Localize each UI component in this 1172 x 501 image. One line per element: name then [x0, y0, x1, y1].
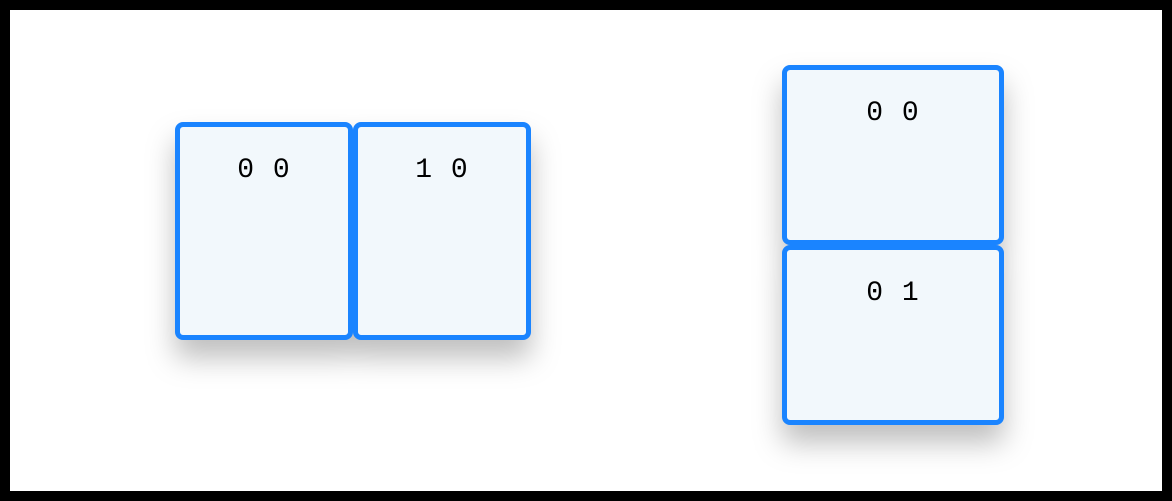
- grid-box-label: 0 0: [237, 155, 290, 186]
- grid-box-label: 1 0: [415, 155, 468, 186]
- grid-box-label: 0 0: [866, 98, 919, 129]
- horizontal-group: 0 0 1 0: [175, 122, 531, 340]
- vertical-group: 0 0 0 1: [782, 65, 1004, 425]
- grid-box: 1 0: [353, 122, 531, 340]
- grid-box-label: 0 1: [866, 278, 919, 309]
- grid-box: 0 1: [782, 245, 1004, 425]
- grid-box: 0 0: [175, 122, 353, 340]
- grid-box: 0 0: [782, 65, 1004, 245]
- diagram-canvas: 0 0 1 0 0 0 0 1: [10, 10, 1162, 491]
